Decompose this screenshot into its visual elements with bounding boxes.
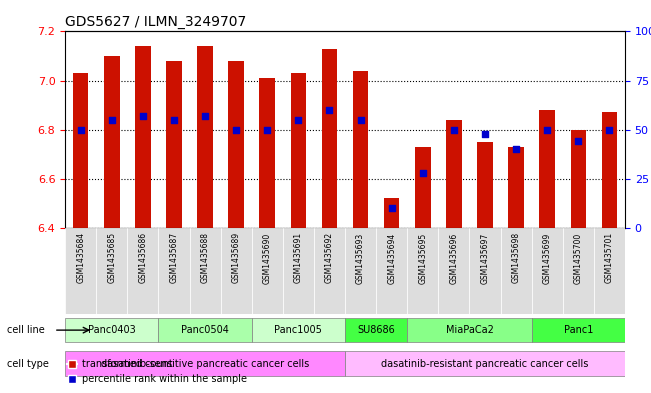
- Text: dasatinib-resistant pancreatic cancer cells: dasatinib-resistant pancreatic cancer ce…: [381, 358, 589, 369]
- Text: GSM1435696: GSM1435696: [449, 232, 458, 283]
- Point: [231, 127, 242, 133]
- FancyBboxPatch shape: [594, 228, 625, 314]
- FancyBboxPatch shape: [562, 228, 594, 314]
- FancyBboxPatch shape: [532, 228, 562, 314]
- FancyBboxPatch shape: [438, 228, 469, 314]
- Text: SU8686: SU8686: [357, 325, 395, 335]
- FancyBboxPatch shape: [128, 228, 158, 314]
- FancyBboxPatch shape: [158, 228, 189, 314]
- FancyBboxPatch shape: [376, 228, 408, 314]
- Bar: [322, 49, 337, 228]
- Text: GSM1435690: GSM1435690: [263, 232, 271, 283]
- Bar: [260, 78, 275, 228]
- Point: [573, 138, 583, 145]
- Text: GSM1435688: GSM1435688: [201, 232, 210, 283]
- Text: GSM1435692: GSM1435692: [325, 232, 334, 283]
- Text: GSM1435699: GSM1435699: [543, 232, 551, 283]
- FancyBboxPatch shape: [345, 228, 376, 314]
- FancyBboxPatch shape: [532, 318, 625, 342]
- Text: GSM1435697: GSM1435697: [480, 232, 490, 283]
- FancyBboxPatch shape: [96, 228, 128, 314]
- Text: cell type: cell type: [7, 358, 48, 369]
- FancyBboxPatch shape: [408, 318, 532, 342]
- Bar: [135, 46, 150, 228]
- FancyBboxPatch shape: [314, 228, 345, 314]
- Point: [511, 146, 521, 152]
- Point: [107, 117, 117, 123]
- Bar: [197, 46, 213, 228]
- Bar: [384, 198, 400, 228]
- Text: Panc0504: Panc0504: [181, 325, 229, 335]
- Text: GSM1435701: GSM1435701: [605, 232, 614, 283]
- Legend: transformed count, percentile rank within the sample: transformed count, percentile rank withi…: [63, 356, 251, 388]
- FancyBboxPatch shape: [283, 228, 314, 314]
- FancyBboxPatch shape: [65, 351, 345, 376]
- Bar: [477, 142, 493, 228]
- Bar: [602, 112, 617, 228]
- FancyBboxPatch shape: [189, 228, 221, 314]
- Bar: [570, 130, 586, 228]
- Bar: [229, 61, 244, 228]
- FancyBboxPatch shape: [469, 228, 501, 314]
- Bar: [446, 120, 462, 228]
- Text: Panc0403: Panc0403: [88, 325, 135, 335]
- Point: [480, 130, 490, 137]
- Text: GSM1435691: GSM1435691: [294, 232, 303, 283]
- Text: GSM1435684: GSM1435684: [76, 232, 85, 283]
- Bar: [353, 71, 368, 228]
- FancyBboxPatch shape: [65, 228, 96, 314]
- FancyBboxPatch shape: [408, 228, 438, 314]
- Point: [417, 170, 428, 176]
- Text: dasatinib-sensitive pancreatic cancer cells: dasatinib-sensitive pancreatic cancer ce…: [101, 358, 309, 369]
- Text: GSM1435686: GSM1435686: [139, 232, 147, 283]
- Bar: [540, 110, 555, 228]
- Point: [137, 113, 148, 119]
- Text: GSM1435693: GSM1435693: [356, 232, 365, 283]
- Text: GSM1435700: GSM1435700: [574, 232, 583, 283]
- Bar: [73, 73, 89, 228]
- Point: [262, 127, 273, 133]
- Point: [76, 127, 86, 133]
- Text: GSM1435687: GSM1435687: [169, 232, 178, 283]
- Bar: [508, 147, 524, 228]
- Text: GSM1435689: GSM1435689: [232, 232, 241, 283]
- FancyBboxPatch shape: [158, 318, 252, 342]
- FancyBboxPatch shape: [221, 228, 252, 314]
- FancyBboxPatch shape: [345, 318, 408, 342]
- Bar: [166, 61, 182, 228]
- Text: GDS5627 / ILMN_3249707: GDS5627 / ILMN_3249707: [65, 15, 246, 29]
- Text: Panc1005: Panc1005: [275, 325, 322, 335]
- Point: [387, 205, 397, 211]
- Text: Panc1: Panc1: [564, 325, 593, 335]
- Bar: [290, 73, 306, 228]
- Bar: [104, 56, 120, 228]
- Text: GSM1435698: GSM1435698: [512, 232, 521, 283]
- FancyBboxPatch shape: [252, 318, 345, 342]
- FancyBboxPatch shape: [345, 351, 625, 376]
- Point: [169, 117, 179, 123]
- FancyBboxPatch shape: [501, 228, 532, 314]
- Point: [355, 117, 366, 123]
- FancyBboxPatch shape: [252, 228, 283, 314]
- Text: GSM1435695: GSM1435695: [419, 232, 427, 283]
- Text: MiaPaCa2: MiaPaCa2: [445, 325, 493, 335]
- FancyBboxPatch shape: [65, 318, 158, 342]
- Point: [293, 117, 303, 123]
- Point: [542, 127, 553, 133]
- Text: cell line: cell line: [7, 325, 44, 335]
- Point: [200, 113, 210, 119]
- Text: GSM1435694: GSM1435694: [387, 232, 396, 283]
- Bar: [415, 147, 430, 228]
- Point: [324, 107, 335, 113]
- Point: [604, 127, 615, 133]
- Text: GSM1435685: GSM1435685: [107, 232, 117, 283]
- Point: [449, 127, 459, 133]
